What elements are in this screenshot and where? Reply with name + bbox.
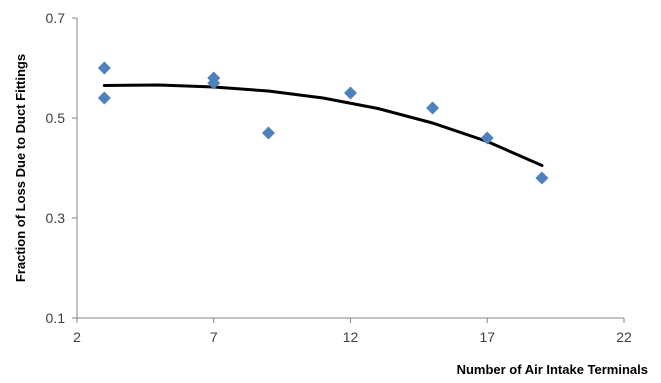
data-point [426,101,440,115]
x-tick-label: 2 [73,329,81,345]
x-tick-label: 7 [210,329,218,345]
y-tick-label: 0.7 [46,10,66,26]
x-tick-label: 22 [616,329,632,345]
x-tick-label: 12 [343,329,359,345]
x-tick-label: 17 [479,329,495,345]
x-axis-title: Number of Air Intake Terminals [457,362,648,377]
y-tick-label: 0.1 [46,310,66,326]
trendline-group [102,83,544,167]
trendline [102,83,544,167]
data-point [480,131,494,145]
x-axis-ticks: 2 7 12 17 22 [73,318,632,345]
data-point [535,171,549,185]
data-point [97,91,111,105]
data-point [261,126,275,140]
y-tick-label: 0.3 [46,210,66,226]
data-points [97,61,549,185]
data-point [207,76,221,90]
plot-area: 2 7 12 17 22 0.1 0.3 0.5 0.7 [46,10,632,345]
data-point [344,86,357,100]
y-axis-ticks: 0.1 0.3 0.5 0.7 [46,10,77,326]
y-tick-label: 0.5 [46,110,66,126]
y-axis-title: Fraction of Loss Due to Duct Fittings [13,54,28,282]
data-point [97,61,111,75]
